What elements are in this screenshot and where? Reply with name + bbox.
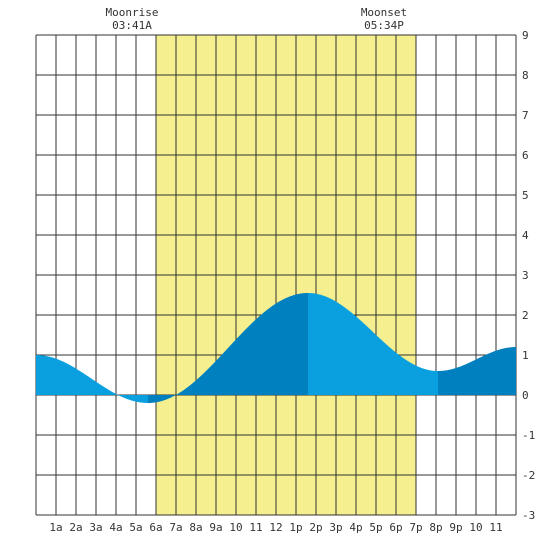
tide-area-falling [308,293,438,395]
tide-area [36,293,516,403]
y-tick-labels: -3 -2 -1 0 1 2 3 4 5 6 7 8 9 [522,29,535,522]
x-tick-label: 4p [349,521,362,534]
x-tick-label: 1a [49,521,62,534]
y-tick-label: 2 [522,309,529,322]
tide-area-rising [148,293,308,403]
moon-event-time: 05:34P [364,19,404,32]
moon-event-label: Moonset [361,6,407,19]
x-tick-label: 11 [489,521,502,534]
y-tick-label: 5 [522,189,529,202]
grid [35,34,517,516]
y-tick-label: -1 [522,429,535,442]
x-tick-label: 10 [229,521,242,534]
x-tick-label: 3a [89,521,102,534]
y-tick-label: 3 [522,269,529,282]
moon-event-label: Moonrise [106,6,159,19]
y-tick-label: -2 [522,469,535,482]
y-tick-label: 1 [522,349,529,362]
x-tick-label: 11 [249,521,262,534]
y-tick-label: 8 [522,69,529,82]
x-tick-label: 12 [269,521,282,534]
x-tick-label: 7p [409,521,422,534]
x-tick-label: 5p [369,521,382,534]
y-tick-label: 0 [522,389,529,402]
y-tick-label: 9 [522,29,529,42]
x-tick-label: 8a [189,521,202,534]
x-tick-label: 2a [69,521,82,534]
x-tick-label: 3p [329,521,342,534]
tide-area-rising [438,347,516,395]
y-tick-label: 6 [522,149,529,162]
moon-event-time: 03:41A [112,19,152,32]
x-tick-label: 10 [469,521,482,534]
x-tick-label: 4a [109,521,122,534]
y-tick-label: 7 [522,109,529,122]
x-tick-labels: 1a 2a 3a 4a 5a 6a 7a 8a 9a 10 11 12 1p 2p 3p 4p 5p 6p 7p 8p… [49,521,502,534]
x-tick-label: 6p [389,521,402,534]
x-tick-label: 2p [309,521,322,534]
x-tick-label: 9a [209,521,222,534]
tide-area-falling [36,355,148,403]
y-tick-label: 4 [522,229,529,242]
y-tick-label: -3 [522,509,535,522]
x-tick-label: 7a [169,521,182,534]
x-tick-label: 9p [449,521,462,534]
x-tick-label: 6a [149,521,162,534]
x-tick-label: 1p [289,521,302,534]
x-tick-label: 8p [429,521,442,534]
x-tick-label: 5a [129,521,142,534]
